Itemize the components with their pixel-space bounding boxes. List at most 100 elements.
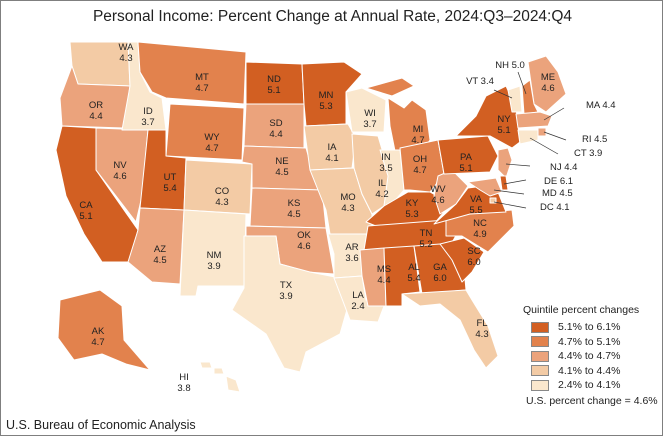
state-co [183, 159, 253, 215]
state-code-sc: SC [467, 246, 480, 257]
state-value-nd: 5.1 [267, 85, 280, 96]
state-hi [199, 361, 241, 393]
state-wi [345, 87, 387, 133]
state-code-mi: MI [413, 124, 424, 135]
legend-title: Quintile percent changes [523, 304, 640, 316]
state-code-wa: WA [119, 42, 135, 53]
legend-item: 5.1% to 6.1% [524, 320, 658, 334]
state-value-ca: 5.1 [79, 211, 92, 222]
legend-swatch [531, 365, 549, 376]
state-mt [137, 41, 247, 105]
state-code-il: IL [378, 178, 386, 189]
legend-label: 2.4% to 4.1% [558, 379, 621, 391]
state-label-md: MD 4.5 [542, 188, 573, 199]
state-code-ga: GA [433, 262, 447, 273]
state-ak [57, 289, 151, 371]
state-value-ok: 4.6 [297, 241, 310, 252]
state-code-ut: UT [164, 172, 177, 183]
state-code-mo: MO [340, 192, 355, 203]
state-value-ms: 4.4 [377, 275, 390, 286]
state-value-az: 4.5 [153, 255, 166, 266]
state-value-in: 3.5 [379, 163, 392, 174]
state-il [351, 133, 391, 215]
leader-line-dc [493, 201, 527, 209]
state-code-ia: IA [328, 142, 338, 153]
state-value-wy: 4.7 [205, 143, 218, 154]
state-value-nv: 4.6 [113, 171, 126, 182]
state-code-ne: NE [275, 156, 288, 167]
state-code-oh: OH [413, 154, 427, 165]
state-code-in: IN [381, 152, 391, 163]
state-tx [231, 235, 349, 373]
state-code-la: LA [352, 290, 364, 301]
state-sc [439, 237, 485, 283]
leader-line-ri [543, 131, 567, 141]
state-value-wa: 4.3 [119, 53, 132, 64]
state-code-wv: WV [430, 184, 446, 195]
state-mn [301, 61, 363, 127]
state-mi [365, 77, 431, 161]
leader-line-ct [529, 137, 559, 155]
state-value-ak: 4.7 [91, 337, 104, 348]
state-value-wi: 3.7 [363, 119, 376, 130]
state-value-ar: 3.6 [345, 253, 358, 264]
legend-item: 4.7% to 5.1% [524, 335, 658, 349]
state-code-mn: MN [319, 90, 334, 101]
state-value-sc: 6.0 [467, 257, 480, 268]
state-value-ny: 5.1 [497, 125, 510, 136]
state-code-hi: HI [179, 372, 189, 383]
legend-item: 4.1% to 4.4% [524, 364, 658, 378]
state-ma [515, 111, 553, 129]
state-value-ne: 4.5 [275, 167, 288, 178]
leader-line-ma [543, 107, 565, 121]
state-value-mn: 5.3 [319, 101, 332, 112]
state-code-fl: FL [476, 318, 487, 329]
state-code-ca: CA [79, 200, 93, 211]
state-value-me: 4.6 [541, 83, 554, 94]
state-code-ms: MS [377, 264, 391, 275]
state-code-va: VA [470, 194, 483, 205]
state-value-or: 4.4 [89, 111, 102, 122]
state-ct [517, 129, 539, 145]
state-code-id: ID [143, 106, 153, 117]
legend-item: 2.4% to 4.1% [524, 378, 658, 392]
state-code-wy: WY [204, 132, 220, 143]
state-nm [179, 209, 247, 297]
state-value-tn: 5.2 [419, 239, 432, 250]
leader-line-nj [505, 163, 531, 167]
state-code-ok: OK [297, 230, 311, 241]
state-code-sd: SD [269, 118, 282, 129]
state-code-co: CO [215, 186, 229, 197]
state-nj [497, 147, 513, 179]
state-de [499, 175, 509, 191]
state-value-tx: 3.9 [279, 291, 292, 302]
legend-label: 4.7% to 5.1% [558, 335, 621, 348]
state-value-mt: 4.7 [195, 83, 208, 94]
state-value-mi: 4.7 [411, 135, 424, 146]
state-label-ct: CT 3.9 [574, 148, 602, 159]
state-label-ma: MA 4.4 [586, 100, 616, 111]
state-value-nm: 3.9 [207, 261, 220, 272]
state-tn [363, 219, 459, 251]
state-ms [359, 247, 387, 307]
leader-line-de [503, 179, 527, 185]
state-value-co: 4.3 [215, 197, 228, 208]
state-value-pa: 5.1 [459, 163, 472, 174]
state-code-ny: NY [497, 114, 511, 125]
state-md [467, 177, 503, 197]
state-code-nm: NM [207, 250, 222, 261]
state-vt [507, 85, 523, 113]
legend-swatch [531, 379, 549, 391]
state-code-nd: ND [267, 74, 281, 85]
state-code-ak: AK [92, 326, 105, 337]
legend-swatch [531, 321, 549, 333]
state-label-de: DE 6.1 [544, 176, 573, 187]
state-code-al: AL [408, 262, 420, 273]
state-label-ri: RI 4.5 [582, 134, 607, 145]
state-value-ia: 4.1 [325, 153, 338, 164]
leader-line-nh [517, 71, 527, 95]
state-code-mt: MT [195, 72, 209, 83]
state-code-pa: PA [460, 152, 473, 163]
state-value-wv: 4.6 [431, 195, 444, 206]
